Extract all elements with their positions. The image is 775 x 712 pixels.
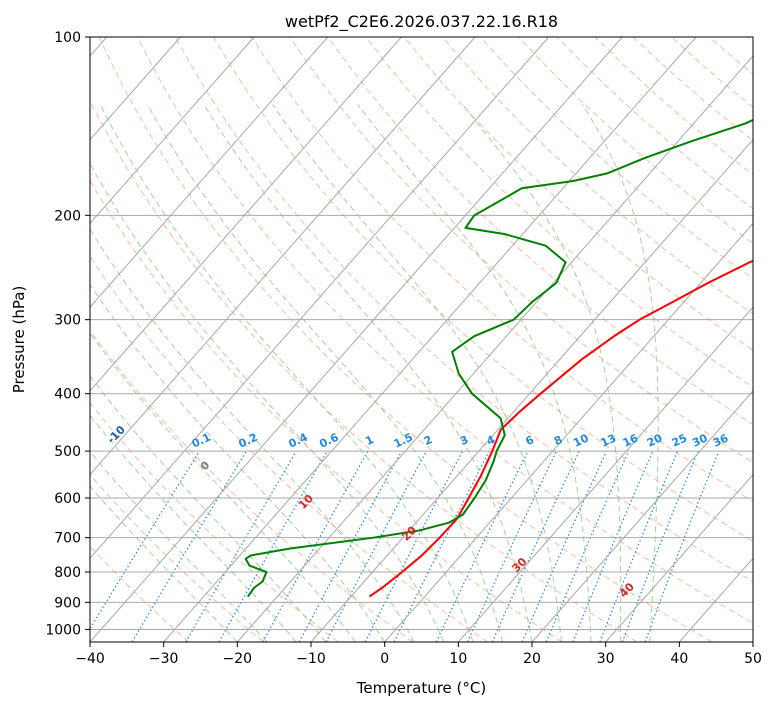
x-tick-label: −10 <box>296 651 326 667</box>
x-tick-label: 0 <box>380 651 389 667</box>
temperature-profile-line <box>368 259 753 598</box>
moist-adiabat-line <box>90 228 415 642</box>
x-tick-label: −30 <box>149 651 179 667</box>
dry-adiabat-line <box>213 37 753 542</box>
isotherm-line <box>384 222 753 642</box>
y-tick-label: 200 <box>54 208 81 224</box>
dry-adiabat-line <box>90 179 563 642</box>
moist-adiabat-line <box>462 104 622 642</box>
chart-title: wetPf2_C2E6.2026.037.22.16.R18 <box>285 12 558 32</box>
dry-adiabat-line <box>90 99 638 642</box>
isotherm-line <box>236 55 753 642</box>
isotherm-line <box>605 473 753 642</box>
isotherm-line <box>90 37 402 392</box>
mixing-ratio-line <box>262 450 369 642</box>
moist-adiabat-line <box>147 104 504 642</box>
y-tick-label: 700 <box>54 531 81 547</box>
mixing-ratio-line <box>521 450 608 642</box>
x-tick-label: 30 <box>597 651 615 667</box>
x-axis-ticks: −40 −30 −20 −10 0 10 20 30 40 50 <box>75 642 762 667</box>
isotherm-line <box>90 37 181 141</box>
y-tick-label: 400 <box>54 387 81 403</box>
isotherm-line <box>90 37 255 225</box>
y-tick-label: 600 <box>54 491 81 507</box>
mixing-ratio-line <box>644 450 720 642</box>
pressure-gridlines <box>90 37 753 630</box>
isotherm-line <box>90 37 329 308</box>
isotherm-line <box>90 37 476 476</box>
mixing-ratio-label: 10 <box>571 431 591 449</box>
dry-adiabat-line <box>90 545 190 642</box>
mixing-ratio-label: 30 <box>690 431 710 449</box>
mixing-ratio-label: 13 <box>599 432 618 450</box>
mixing-ratio-line <box>393 450 490 642</box>
x-tick-label: 20 <box>523 651 541 667</box>
dry-adiabat-line <box>90 402 339 642</box>
background-line-labels: -100-90-80-70-60-50-40-30-20-10010203040… <box>105 423 731 600</box>
y-tick-label: 900 <box>54 595 81 611</box>
mixing-ratio-label: 36 <box>711 431 731 449</box>
moist-adiabat-line <box>90 162 445 642</box>
mixing-ratio-label: 25 <box>670 432 689 450</box>
x-tick-label: −20 <box>223 651 253 667</box>
y-tick-label: 800 <box>54 565 81 581</box>
x-tick-label: 40 <box>670 651 688 667</box>
plot-area: -100-90-80-70-60-50-40-30-20-10010203040… <box>90 37 753 642</box>
isotherms <box>90 37 753 642</box>
moist-adiabat-line <box>272 104 562 642</box>
mixing-ratio-label: 20 <box>645 431 665 449</box>
mixing-ratio-line <box>621 450 699 642</box>
y-tick-label: 100 <box>54 30 81 46</box>
moist-adiabat-line <box>90 485 238 642</box>
dewpoint-profile-line <box>244 118 753 598</box>
dry-adiabat-line <box>90 255 488 642</box>
isotherm-line <box>90 37 550 560</box>
x-tick-label: 50 <box>744 651 762 667</box>
moist-adiabat-line <box>90 332 356 642</box>
moist-adiabat-line <box>90 451 268 642</box>
x-tick-label: −40 <box>75 651 105 667</box>
y-tick-label: 500 <box>54 444 81 460</box>
mixing-ratio-line <box>545 450 630 642</box>
dry-adiabat-line <box>98 37 712 642</box>
mixing-ratio-line <box>298 450 403 642</box>
y-axis-title: Pressure (hPa) <box>10 286 28 394</box>
y-tick-label: 1000 <box>45 622 81 638</box>
mixing-ratio-line <box>90 450 201 630</box>
isotherm-line <box>457 306 753 642</box>
y-tick-label: 300 <box>54 313 81 329</box>
isotherm-line <box>163 37 697 642</box>
x-tick-label: 10 <box>449 651 467 667</box>
sounding-series <box>244 118 753 598</box>
mixing-ratio-line <box>572 450 654 642</box>
dry-adiabat-line <box>175 37 753 583</box>
y-axis-ticks: 100 200 300 400 500 600 700 800 900 1000 <box>45 30 90 638</box>
x-axis-title: Temperature (°C) <box>356 679 486 697</box>
moist-adiabats <box>90 104 659 642</box>
mixing-ratio-line <box>364 450 464 642</box>
dry-adiabat-line <box>90 473 264 642</box>
isotherm-line <box>531 390 753 642</box>
moist-adiabat-line <box>357 104 592 642</box>
plot-background <box>90 37 753 642</box>
moist-adiabat-line <box>581 104 659 642</box>
dry-adiabat-line <box>251 37 753 503</box>
mixing-ratio-line <box>599 450 679 642</box>
isotherm-line <box>90 37 623 642</box>
moist-adiabat-line <box>90 375 327 642</box>
mixing-ratio-lines <box>90 450 720 642</box>
dry-adiabat-line <box>136 37 753 624</box>
moist-adiabat-line <box>90 283 386 642</box>
moist-adiabat-line <box>99 104 474 642</box>
plot-frame <box>89 36 754 643</box>
mixing-ratio-label: 16 <box>621 431 641 449</box>
moist-adiabat-line <box>90 414 297 642</box>
moist-adiabat-line <box>203 104 533 642</box>
dry-adiabat-line <box>289 37 753 464</box>
isotherm-line <box>310 138 753 642</box>
